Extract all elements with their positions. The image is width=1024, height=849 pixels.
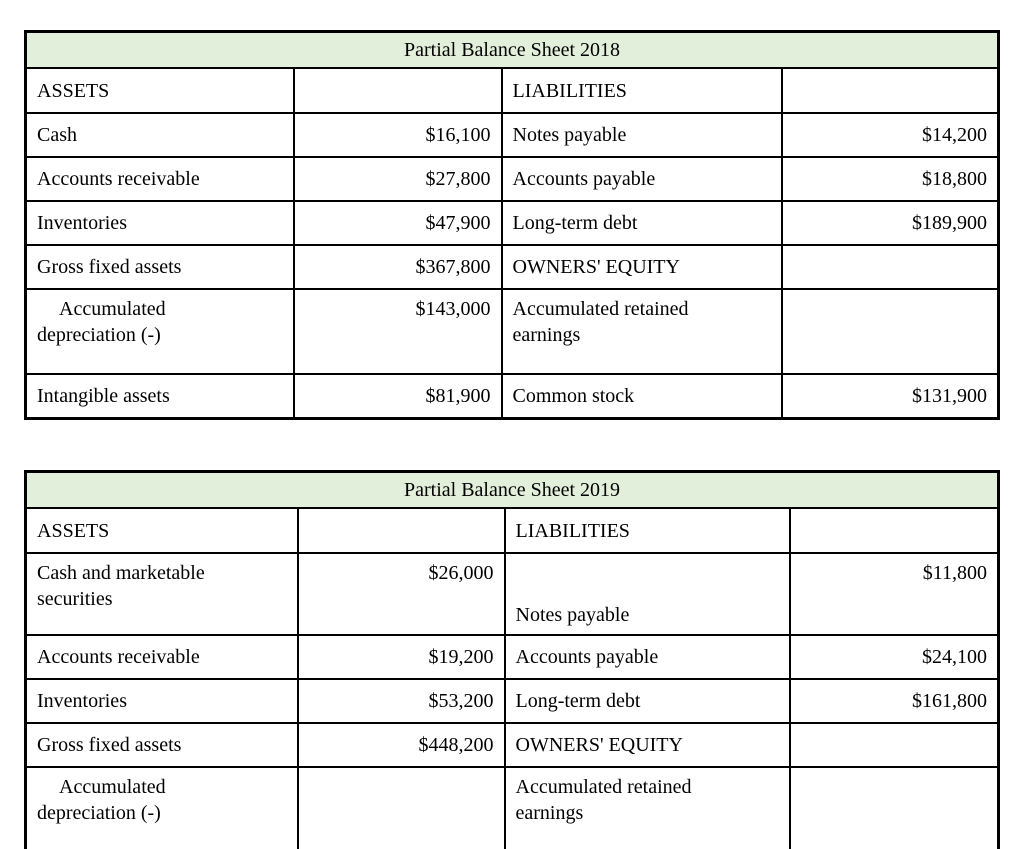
table-row: Inventories $47,900 Long-term debt $189,…	[24, 200, 1000, 246]
table-row: Cash and marketable securities $26,000 N…	[24, 552, 1000, 636]
asset-value-cell: $448,200	[296, 722, 506, 768]
table-row: Accumulated depreciation (-) $143,000 Ac…	[24, 288, 1000, 375]
asset-value-cell	[296, 766, 506, 849]
liability-value-cell	[780, 244, 1000, 290]
table-title-2019: Partial Balance Sheet 2019	[24, 470, 1000, 509]
asset-value-cell: $367,800	[292, 244, 503, 290]
table-row: Accounts receivable $27,800 Accounts pay…	[24, 156, 1000, 202]
asset-label-cell: Inventories	[24, 678, 299, 724]
balance-sheet-2019-table: Partial Balance Sheet 2019 ASSETS LIABIL…	[24, 470, 1001, 849]
asset-label-cell: Accounts receivable	[24, 156, 295, 202]
liability-value-cell	[780, 288, 1000, 375]
liabilities-header-cell: LIABILITIES	[500, 67, 783, 114]
liability-label-cell: Notes payable	[503, 552, 791, 636]
liabilities-value-header-cell	[788, 507, 1000, 554]
liability-label-cell: Long-term debt	[503, 678, 791, 724]
asset-label-cell: Accounts receivable	[24, 634, 299, 680]
table-row: Partial Balance Sheet 2019	[24, 470, 1000, 509]
asset-value-cell: $19,200	[296, 634, 506, 680]
asset-label-cell: Cash and marketable securities	[24, 552, 299, 636]
table-row: Accumulated depreciation (-) Accumulated…	[24, 766, 1000, 849]
liability-label-cell: Common stock	[500, 373, 783, 420]
asset-value-cell: $27,800	[292, 156, 503, 202]
liability-value-cell: $18,800	[780, 156, 1000, 202]
asset-label-cell: Intangible assets	[24, 373, 295, 420]
liability-label-cell: Accounts payable	[500, 156, 783, 202]
table-row: Accounts receivable $19,200 Accounts pay…	[24, 634, 1000, 680]
liability-value-cell: $14,200	[780, 112, 1000, 158]
asset-label-cell: Accumulated depreciation (-)	[24, 288, 295, 375]
table-row: Inventories $53,200 Long-term debt $161,…	[24, 678, 1000, 724]
asset-label-cell: Accumulated depreciation (-)	[24, 766, 299, 849]
table-title-2018: Partial Balance Sheet 2018	[24, 30, 1000, 69]
table-row: Cash $16,100 Notes payable $14,200	[24, 112, 1000, 158]
asset-label-cell: Cash	[24, 112, 295, 158]
liability-label-cell: OWNERS' EQUITY	[500, 244, 783, 290]
table-row: Partial Balance Sheet 2018	[24, 30, 1000, 69]
balance-sheet-2018-table: Partial Balance Sheet 2018 ASSETS LIABIL…	[24, 30, 1001, 420]
assets-value-header-cell	[296, 507, 506, 554]
liability-value-cell	[788, 766, 1000, 849]
liability-value-cell: $161,800	[788, 678, 1000, 724]
table-row: Gross fixed assets $448,200 OWNERS' EQUI…	[24, 722, 1000, 768]
liability-label-cell: Accumulated retained earnings	[500, 288, 783, 375]
asset-label-cell: Inventories	[24, 200, 295, 246]
liability-label-cell: OWNERS' EQUITY	[503, 722, 791, 768]
liability-label-cell: Accumulated retained earnings	[503, 766, 791, 849]
liabilities-value-header-cell	[780, 67, 1000, 114]
liabilities-header-cell: LIABILITIES	[503, 507, 791, 554]
asset-value-cell: $53,200	[296, 678, 506, 724]
liability-label-cell: Notes payable	[500, 112, 783, 158]
liability-label-cell: Accounts payable	[503, 634, 791, 680]
asset-value-cell: $81,900	[292, 373, 503, 420]
asset-value-cell: $47,900	[292, 200, 503, 246]
liability-value-cell	[788, 722, 1000, 768]
table-row: ASSETS LIABILITIES	[24, 67, 1000, 114]
asset-value-cell: $16,100	[292, 112, 503, 158]
asset-value-cell: $26,000	[296, 552, 506, 636]
asset-label-cell: Gross fixed assets	[24, 244, 295, 290]
liability-value-cell: $24,100	[788, 634, 1000, 680]
liability-value-cell: $131,900	[780, 373, 1000, 420]
table-row: Gross fixed assets $367,800 OWNERS' EQUI…	[24, 244, 1000, 290]
asset-label-cell: Gross fixed assets	[24, 722, 299, 768]
assets-header-cell: ASSETS	[24, 507, 299, 554]
table-row: Intangible assets $81,900 Common stock $…	[24, 373, 1000, 420]
liability-value-cell: $11,800	[788, 552, 1000, 636]
asset-value-cell: $143,000	[292, 288, 503, 375]
assets-value-header-cell	[292, 67, 503, 114]
table-row: ASSETS LIABILITIES	[24, 507, 1000, 554]
liability-label-cell: Long-term debt	[500, 200, 783, 246]
liability-value-cell: $189,900	[780, 200, 1000, 246]
assets-header-cell: ASSETS	[24, 67, 295, 114]
